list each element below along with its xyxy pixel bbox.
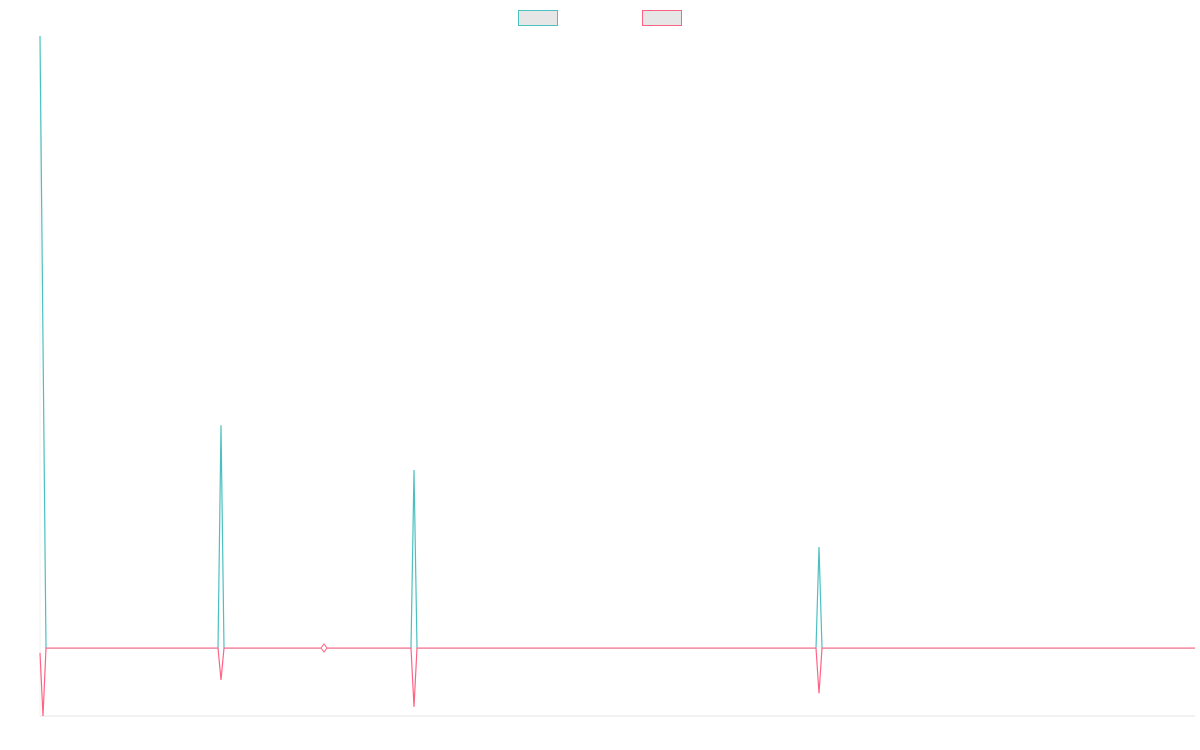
legend-swatch xyxy=(642,10,682,26)
hover-marker xyxy=(320,643,328,653)
line-series xyxy=(39,35,1195,649)
legend-swatch xyxy=(518,10,558,26)
line-series xyxy=(39,647,1195,717)
